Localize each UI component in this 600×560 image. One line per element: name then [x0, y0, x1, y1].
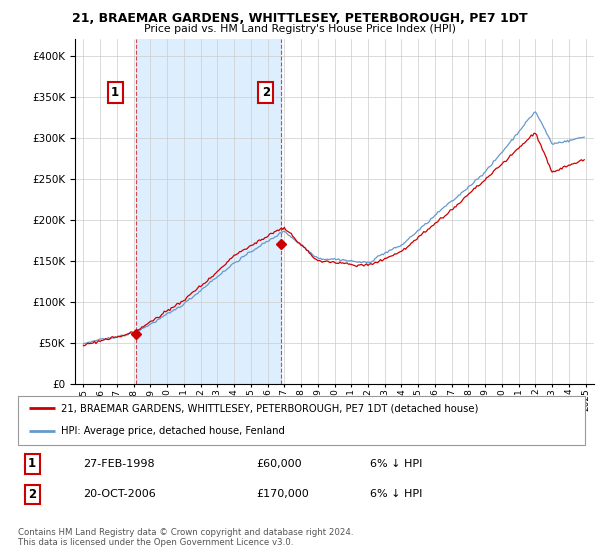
Text: HPI: Average price, detached house, Fenland: HPI: Average price, detached house, Fenl…: [61, 426, 284, 436]
Text: 1: 1: [111, 86, 119, 99]
Text: 21, BRAEMAR GARDENS, WHITTLESEY, PETERBOROUGH, PE7 1DT (detached house): 21, BRAEMAR GARDENS, WHITTLESEY, PETERBO…: [61, 403, 478, 413]
Text: 2: 2: [28, 488, 36, 501]
Text: 6% ↓ HPI: 6% ↓ HPI: [370, 459, 422, 469]
Text: 20-OCT-2006: 20-OCT-2006: [83, 489, 156, 500]
Text: Price paid vs. HM Land Registry's House Price Index (HPI): Price paid vs. HM Land Registry's House …: [144, 24, 456, 34]
Text: 27-FEB-1998: 27-FEB-1998: [83, 459, 155, 469]
Text: £60,000: £60,000: [256, 459, 302, 469]
Text: 1: 1: [28, 457, 36, 470]
Text: 21, BRAEMAR GARDENS, WHITTLESEY, PETERBOROUGH, PE7 1DT: 21, BRAEMAR GARDENS, WHITTLESEY, PETERBO…: [72, 12, 528, 25]
Text: 6% ↓ HPI: 6% ↓ HPI: [370, 489, 422, 500]
Text: Contains HM Land Registry data © Crown copyright and database right 2024.
This d: Contains HM Land Registry data © Crown c…: [18, 528, 353, 547]
Text: £170,000: £170,000: [256, 489, 309, 500]
Bar: [136, 39, 281, 384]
Text: 2: 2: [262, 86, 270, 99]
